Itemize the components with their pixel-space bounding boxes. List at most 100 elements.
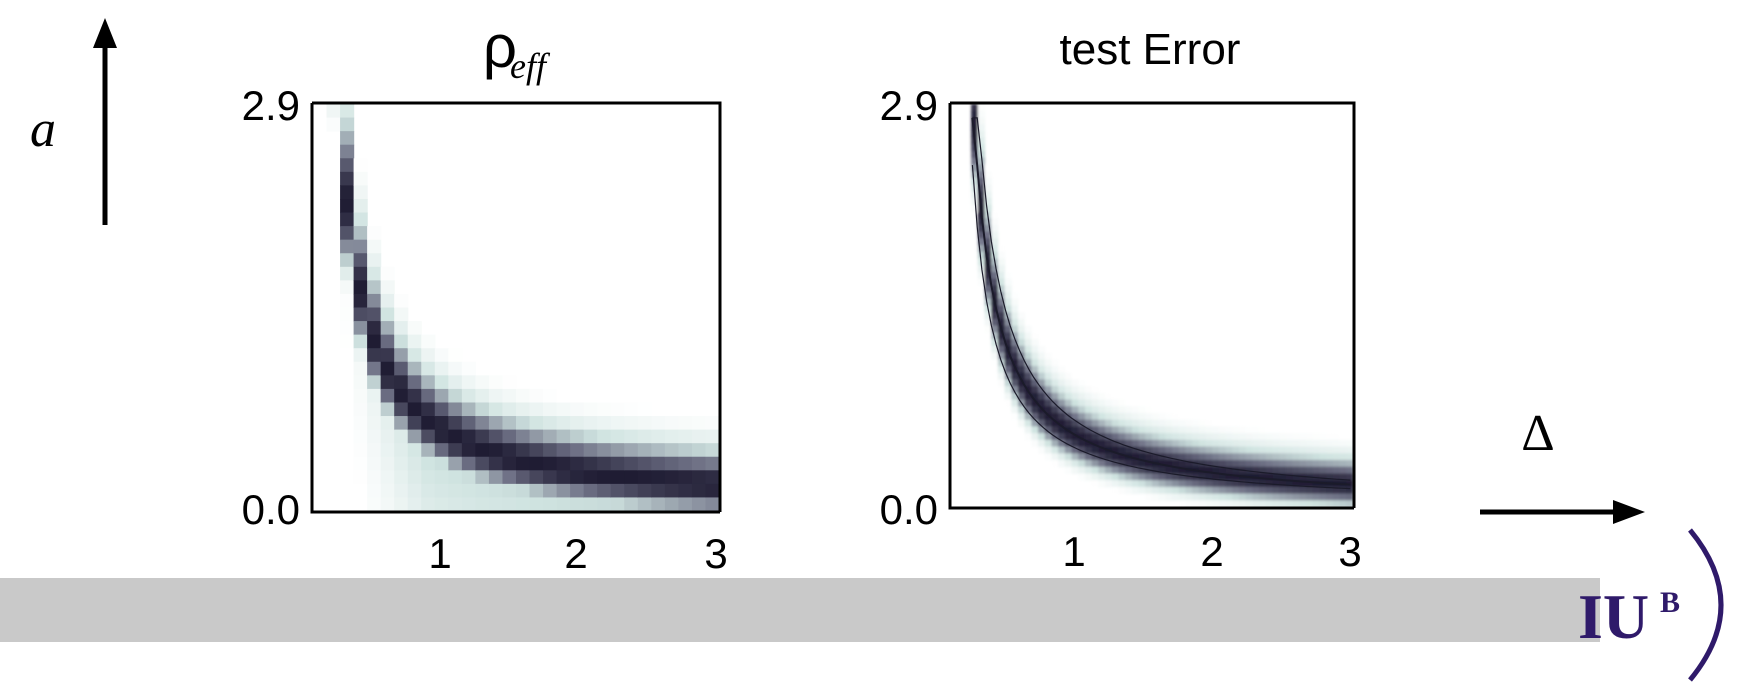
heatmap-cell: [1125, 446, 1133, 454]
heatmap-cell: [1118, 406, 1126, 414]
heatmap-cell: [340, 185, 355, 200]
heatmap-cell: [1185, 446, 1193, 454]
heatmap-cell: [448, 429, 463, 444]
heatmap-cell: [1319, 486, 1327, 495]
heatmap-cell: [1105, 412, 1113, 421]
heatmap-cell: [1225, 466, 1233, 475]
heatmap-cell: [1232, 426, 1240, 434]
heatmap-cell: [1111, 486, 1120, 495]
heatmap-cell: [1085, 392, 1093, 401]
heatmap-cell: [984, 238, 992, 246]
heatmap-cell: [1292, 493, 1300, 501]
heatmap-cell: [997, 379, 1006, 387]
heatmap-cell: [984, 251, 992, 260]
heatmap-cell: [1018, 318, 1026, 327]
heatmap-cell: [1198, 433, 1207, 441]
heatmap-cell: [380, 402, 395, 417]
heatmap-cell: [1272, 459, 1280, 468]
heatmap-cell: [1245, 439, 1254, 448]
heatmap-cell: [1198, 480, 1207, 488]
heatmap-cell: [1051, 359, 1059, 367]
heatmap-cell: [1346, 466, 1354, 475]
heatmap-cell: [353, 226, 368, 241]
heatmap-cell: [1131, 446, 1140, 454]
heatmap-cell: [977, 278, 986, 286]
heatmap-cell: [461, 443, 476, 458]
heatmap-cell: [1064, 433, 1073, 441]
heatmap-cell: [1259, 426, 1267, 434]
heatmap-cell: [1299, 493, 1307, 501]
heatmap-cell: [1051, 446, 1059, 454]
heatmap-cell: [1232, 493, 1240, 501]
heatmap-cell: [353, 416, 368, 431]
heatmap-cell: [1205, 419, 1213, 427]
heatmap-cell: [529, 456, 544, 471]
heatmap-cell: [1105, 453, 1113, 461]
heatmap-cell: [1152, 419, 1160, 427]
heatmap-cell: [971, 124, 979, 132]
heatmap-cell: [1111, 480, 1120, 488]
heatmap-cell: [1339, 473, 1347, 481]
heatmap-cell: [570, 483, 585, 499]
heatmap-cell: [1245, 486, 1254, 495]
heatmap-cell: [1198, 493, 1207, 501]
logo-superscript: B: [1660, 586, 1680, 619]
heatmap-cell: [1085, 446, 1093, 454]
heatmap-cell: [1018, 372, 1026, 380]
heatmap-cell: [1031, 439, 1039, 448]
heatmap-cell: [997, 312, 1006, 320]
heatmap-cell: [488, 497, 504, 512]
heatmap-cell: [516, 416, 531, 431]
heatmap-cell: [543, 388, 558, 404]
heatmap-cell: [340, 321, 355, 336]
heatmap-cell: [1071, 412, 1079, 421]
heatmap-cell: [1252, 426, 1260, 434]
heatmap-cell: [691, 483, 707, 499]
heatmap-cell: [1279, 500, 1287, 508]
heatmap-cell: [394, 388, 409, 404]
heatmap-cell: [1306, 493, 1314, 501]
heatmap-cell: [1085, 473, 1093, 481]
heatmap-cell: [1232, 500, 1240, 508]
heatmap-cell: [971, 177, 979, 186]
heatmap-cell: [1165, 493, 1173, 501]
heatmap-cell: [624, 456, 639, 471]
heatmap-cell: [1346, 459, 1354, 468]
heatmap-cell: [407, 456, 422, 471]
heatmap-cell: [1145, 439, 1153, 448]
heatmap-cell: [1098, 473, 1106, 481]
heatmap-cell: [1031, 399, 1039, 407]
heatmap-cell: [1172, 480, 1180, 488]
heatmap-cell: [529, 388, 544, 404]
heatmap-cell: [1172, 419, 1180, 427]
heatmap-cell: [1332, 446, 1341, 454]
heatmap-cell: [340, 334, 355, 349]
heatmap-cell: [1098, 446, 1106, 454]
heatmap-cell: [1165, 453, 1173, 461]
heatmap-cell: [340, 131, 355, 146]
heatmap-cell: [1299, 486, 1307, 495]
heatmap-cell: [1346, 486, 1354, 495]
heatmap-cell: [1225, 433, 1233, 441]
heatmap-cell: [637, 483, 652, 499]
heatmap-cell: [434, 348, 449, 363]
heatmap-cell: [1004, 379, 1012, 387]
heatmap-cell: [556, 416, 571, 431]
heatmap-cell: [353, 293, 368, 309]
heatmap-cell: [1024, 372, 1032, 380]
heatmap-cell: [1145, 426, 1153, 434]
heatmap-cell: [353, 212, 368, 227]
heatmap-cell: [624, 443, 639, 458]
heatmap-cell: [1138, 433, 1146, 441]
heatmap-cell: [461, 361, 476, 376]
heatmap-cell: [1332, 459, 1341, 468]
heatmap-cell: [651, 497, 666, 512]
heatmap-cell: [1178, 459, 1187, 468]
heatmap-cell: [1239, 480, 1247, 488]
heatmap-cell: [1138, 446, 1146, 454]
heatmap-cell: [1332, 433, 1341, 441]
heatmap-cell: [1205, 486, 1213, 495]
heatmap-cell: [971, 164, 979, 172]
heatmap-cell: [1165, 412, 1173, 421]
heatmap-cell: [610, 456, 625, 471]
